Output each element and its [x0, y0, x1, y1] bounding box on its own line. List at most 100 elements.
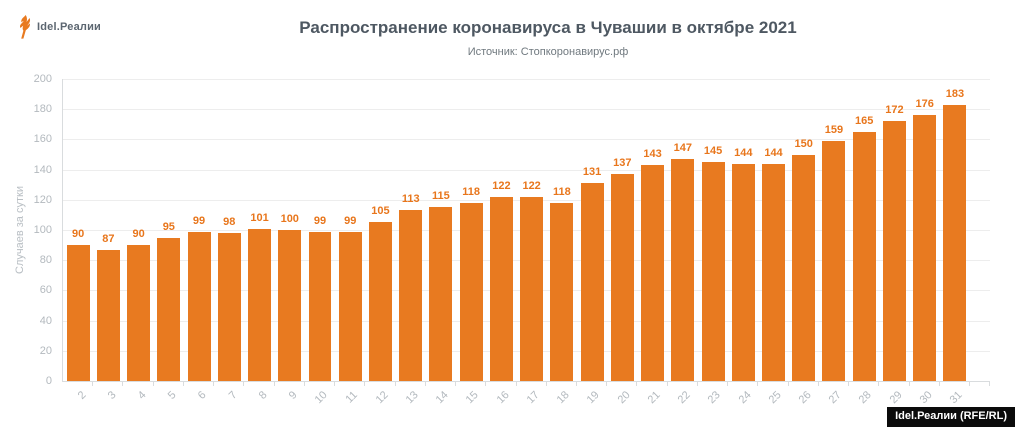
y-tick-label: 40: [39, 314, 52, 327]
chart-title: Распространение коронавируса в Чувашии в…: [299, 18, 797, 37]
x-tick-label: 29: [887, 389, 905, 407]
bar-day-23[interactable]: [701, 162, 725, 381]
bar-day-11[interactable]: [338, 231, 362, 381]
bar-day-13[interactable]: [399, 210, 423, 381]
bar-day-29[interactable]: [882, 121, 906, 381]
bar-day-8[interactable]: [248, 228, 272, 381]
bar-day-14[interactable]: [429, 207, 453, 381]
bar-day-30[interactable]: [913, 115, 937, 381]
bar-day-16[interactable]: [489, 196, 513, 381]
bar-day-15[interactable]: [459, 202, 483, 381]
bar-slot: 90 2: [63, 79, 94, 402]
gridline: [63, 109, 990, 111]
value-label: 137: [613, 157, 632, 170]
y-tick-label: 100: [33, 224, 52, 236]
bar-slot: 172 29: [879, 79, 910, 406]
plot-area: 90 2 87 3 90 4 95 5 99 6 98 7 101 8 100 9 99 10 99 11 105 12 1…: [62, 79, 990, 406]
y-tick-label: 0: [45, 375, 52, 387]
x-tick-label: 9: [286, 389, 300, 402]
bar-day-9[interactable]: [278, 230, 302, 381]
bar-day-21[interactable]: [641, 165, 665, 381]
bar-day-6[interactable]: [187, 231, 211, 381]
y-tick-label: 80: [39, 254, 52, 267]
y-axis-line: [62, 79, 63, 381]
x-tick-label: 20: [615, 389, 633, 407]
bar-day-31[interactable]: [943, 104, 967, 381]
bar-slot: 165 28: [849, 79, 880, 406]
value-label: 100: [280, 213, 299, 225]
bar-slot: 147 22: [668, 79, 699, 406]
value-label: 105: [371, 205, 390, 218]
value-label: 145: [703, 145, 723, 158]
bar-slot: 99 11: [335, 79, 366, 406]
value-label: 183: [945, 87, 965, 100]
bar-slot: 144 24: [728, 79, 759, 406]
bar-slot: 115 14: [426, 79, 457, 406]
gridline: [63, 79, 990, 80]
bar-slot: 90 4: [123, 79, 154, 402]
y-tick-label: 20: [39, 344, 52, 357]
bar-slot: 99 10: [305, 79, 336, 406]
bar-day-20[interactable]: [610, 174, 634, 381]
bar-slot: 98 7: [214, 79, 245, 402]
x-tick-label: 2: [75, 389, 89, 402]
value-label: 118: [462, 185, 481, 198]
bar-day-19[interactable]: [580, 183, 604, 381]
bar-slot: 122 17: [517, 79, 547, 406]
x-tick-label: 6: [196, 389, 210, 402]
y-tick-label: 120: [33, 193, 52, 206]
bar-day-4[interactable]: [127, 245, 151, 381]
bar-slot: 105 12: [365, 79, 396, 406]
x-tick-label: 11: [343, 389, 361, 406]
bar-day-28[interactable]: [852, 131, 876, 381]
bar-slot: 122 16: [486, 79, 517, 406]
x-tick-label: 5: [166, 389, 179, 402]
bar-day-18[interactable]: [550, 202, 574, 381]
bar-slot: 150 26: [789, 79, 820, 406]
x-tick-label: 13: [403, 389, 421, 407]
y-tick-label: 180: [33, 103, 52, 116]
value-label: 159: [824, 123, 844, 136]
y-tick-label: 140: [33, 163, 52, 176]
x-tick-label: 28: [857, 389, 875, 407]
x-tick-label: 16: [494, 389, 512, 407]
x-axis-line: [62, 381, 990, 382]
bar-day-12[interactable]: [368, 222, 392, 381]
bar-slot: 137 20: [607, 79, 638, 406]
bar-day-10[interactable]: [308, 231, 332, 381]
bar-day-24[interactable]: [731, 163, 755, 381]
bar-day-22[interactable]: [671, 159, 695, 381]
value-label: 95: [162, 220, 175, 233]
value-label: 144: [764, 146, 783, 159]
watermark-badge: Idel.Реалии (RFE/RL): [887, 406, 1015, 427]
bar-day-3[interactable]: [96, 249, 120, 381]
x-tick-label: 23: [705, 389, 724, 407]
x-tick-label: 15: [464, 389, 482, 407]
bar-day-27[interactable]: [822, 140, 846, 381]
value-label: 122: [492, 179, 511, 192]
bar-day-26[interactable]: [792, 154, 816, 381]
bar-slot: 100 9: [275, 79, 306, 402]
value-label: 99: [313, 214, 327, 227]
value-label: 144: [734, 146, 753, 159]
x-tick-label: 31: [947, 389, 965, 407]
bar-day-25[interactable]: [762, 163, 785, 381]
bar-slot: 176 30: [910, 79, 941, 406]
y-tick-label: 60: [39, 284, 52, 297]
x-tick-label: 26: [796, 389, 814, 407]
x-tick-label: 12: [373, 389, 391, 407]
x-tick-label: 17: [524, 389, 542, 407]
bar-day-2[interactable]: [66, 245, 90, 381]
value-label: 101: [250, 211, 269, 224]
bar-day-5[interactable]: [157, 237, 181, 381]
bar-day-17[interactable]: [520, 196, 544, 381]
bar-day-7[interactable]: [217, 233, 241, 381]
bar-slot: 101 8: [244, 79, 275, 402]
value-label: 165: [855, 114, 874, 127]
value-label: 87: [102, 232, 115, 245]
value-label: 143: [643, 148, 662, 161]
value-label: 122: [522, 179, 541, 192]
axis-end-tick: [989, 381, 990, 386]
bar-slot: 183 31: [940, 79, 971, 406]
